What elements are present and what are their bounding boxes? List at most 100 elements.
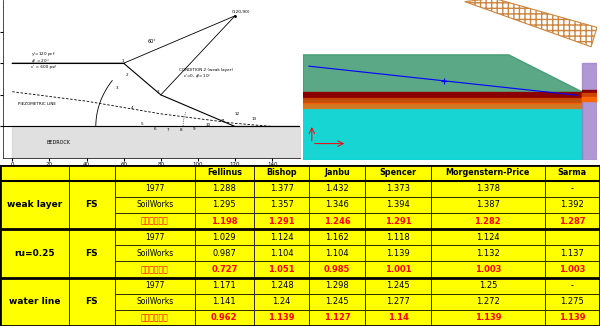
- Text: SoilWorks: SoilWorks: [136, 200, 173, 210]
- Text: c' = 600 psf: c' = 600 psf: [31, 65, 56, 69]
- Text: 1.198: 1.198: [211, 216, 238, 226]
- Bar: [545, 245, 600, 261]
- Bar: [310, 181, 365, 197]
- Text: 1.003: 1.003: [475, 265, 501, 274]
- Text: Sarma: Sarma: [558, 168, 587, 177]
- Text: Bishop: Bishop: [266, 168, 297, 177]
- Bar: [115, 165, 194, 181]
- Polygon shape: [303, 98, 582, 103]
- Bar: [365, 278, 431, 294]
- Bar: [431, 310, 545, 326]
- Polygon shape: [582, 90, 597, 93]
- Text: 1.287: 1.287: [559, 216, 586, 226]
- Text: 1.141: 1.141: [212, 297, 236, 306]
- Text: 1.124: 1.124: [270, 233, 293, 242]
- Bar: [115, 245, 194, 261]
- Text: 0.962: 0.962: [211, 313, 238, 322]
- Text: 1.029: 1.029: [212, 233, 236, 242]
- Bar: [69, 229, 115, 278]
- Bar: [254, 245, 310, 261]
- Bar: [254, 261, 310, 278]
- Text: SoilWorks: SoilWorks: [136, 249, 173, 258]
- Bar: [431, 181, 545, 197]
- Bar: [365, 294, 431, 310]
- Bar: [310, 261, 365, 278]
- Bar: [254, 294, 310, 310]
- Bar: [254, 310, 310, 326]
- Text: 1.392: 1.392: [560, 200, 584, 210]
- Bar: [431, 213, 545, 229]
- Bar: [194, 181, 254, 197]
- Bar: [115, 229, 194, 245]
- Text: 1.14: 1.14: [388, 313, 409, 322]
- Bar: [545, 294, 600, 310]
- Text: 1.139: 1.139: [386, 249, 410, 258]
- Text: 1.272: 1.272: [476, 297, 500, 306]
- Bar: [310, 294, 365, 310]
- Bar: [365, 213, 431, 229]
- Text: 1.139: 1.139: [475, 313, 501, 322]
- Text: $\gamma$'=120 pcf: $\gamma$'=120 pcf: [31, 50, 56, 58]
- Text: 1.139: 1.139: [269, 313, 295, 322]
- Bar: [431, 294, 545, 310]
- Text: 1.377: 1.377: [270, 184, 294, 193]
- Bar: [69, 165, 115, 181]
- Bar: [194, 261, 254, 278]
- Text: 1977: 1977: [145, 233, 164, 242]
- Bar: [310, 229, 365, 245]
- Bar: [545, 213, 600, 229]
- Bar: [0, 181, 69, 229]
- Bar: [194, 197, 254, 213]
- Text: -: -: [571, 184, 574, 193]
- Bar: [310, 213, 365, 229]
- Bar: [115, 310, 194, 326]
- Bar: [365, 165, 431, 181]
- Bar: [431, 261, 545, 278]
- Bar: [254, 197, 310, 213]
- Text: 4: 4: [131, 106, 134, 110]
- Text: 1.127: 1.127: [324, 313, 350, 322]
- Bar: [115, 213, 194, 229]
- Bar: [254, 229, 310, 245]
- Text: 1.104: 1.104: [325, 249, 349, 258]
- Polygon shape: [303, 55, 582, 160]
- Text: 1.288: 1.288: [212, 184, 236, 193]
- Text: 13: 13: [252, 117, 257, 121]
- Text: Fellinus: Fellinus: [207, 168, 242, 177]
- Text: 0.987: 0.987: [212, 249, 236, 258]
- Text: Morgenstern-Price: Morgenstern-Price: [446, 168, 530, 177]
- Bar: [365, 197, 431, 213]
- Text: 1.282: 1.282: [475, 216, 501, 226]
- Text: 1.051: 1.051: [268, 265, 295, 274]
- Text: 1.291: 1.291: [385, 216, 411, 226]
- Text: 1.132: 1.132: [476, 249, 500, 258]
- Text: 1.001: 1.001: [385, 265, 411, 274]
- Bar: [545, 197, 600, 213]
- Bar: [365, 261, 431, 278]
- Bar: [431, 197, 545, 213]
- Text: 1.291: 1.291: [268, 216, 295, 226]
- Text: 1.275: 1.275: [560, 297, 584, 306]
- Bar: [310, 245, 365, 261]
- Text: FS: FS: [86, 297, 98, 306]
- Text: CONDITION 2 (weak layer): CONDITION 2 (weak layer): [179, 68, 233, 72]
- Text: 12: 12: [235, 112, 240, 116]
- Bar: [115, 181, 194, 197]
- Bar: [194, 229, 254, 245]
- Bar: [194, 245, 254, 261]
- Bar: [0, 229, 69, 278]
- Text: 1.118: 1.118: [386, 233, 410, 242]
- Text: PIEZOMETRIC LINE: PIEZOMETRIC LINE: [18, 102, 56, 106]
- Text: 1.25: 1.25: [479, 281, 497, 290]
- Text: 1.245: 1.245: [325, 297, 349, 306]
- Polygon shape: [303, 92, 582, 98]
- Text: 10: 10: [205, 124, 211, 127]
- Text: 0.985: 0.985: [324, 265, 350, 274]
- Text: 1.245: 1.245: [386, 281, 410, 290]
- Text: 1.378: 1.378: [476, 184, 500, 193]
- Bar: [254, 278, 310, 294]
- Bar: [0, 165, 69, 181]
- Text: (120,90): (120,90): [232, 10, 250, 14]
- Text: 1.246: 1.246: [324, 216, 350, 226]
- Polygon shape: [582, 97, 597, 101]
